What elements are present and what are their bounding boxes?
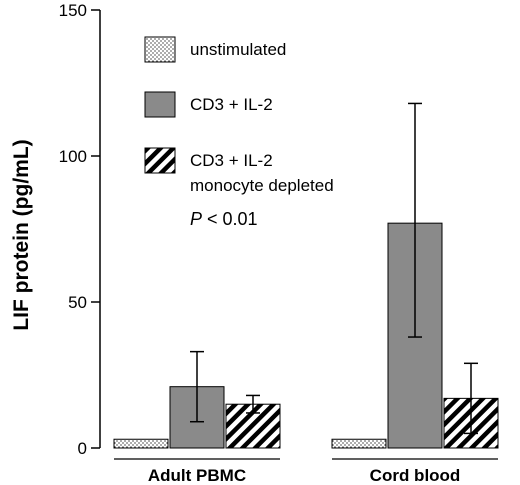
bar bbox=[331, 438, 387, 449]
y-tick-label: 150 bbox=[59, 1, 87, 20]
legend: unstimulated CD3 + IL-2 CD3 + IL-2 monocyte… bbox=[144, 36, 334, 195]
legend-swatch bbox=[144, 147, 176, 174]
category-label: Adult PBMC bbox=[148, 466, 246, 485]
legend-label: unstimulated bbox=[190, 40, 286, 59]
y-axis-label: LIF protein (pg/mL) bbox=[10, 139, 33, 330]
y-tick-label: 100 bbox=[59, 147, 87, 166]
legend-swatch bbox=[144, 91, 176, 118]
legend-label: monocyte depleted bbox=[190, 176, 334, 195]
legend-label: CD3 + IL-2 bbox=[190, 151, 273, 170]
bar bbox=[113, 438, 169, 449]
legend-label: CD3 + IL-2 bbox=[190, 95, 273, 114]
p-value-annotation: P < 0.01 bbox=[190, 209, 258, 229]
y-tick-label: 0 bbox=[78, 439, 87, 458]
bars bbox=[113, 102, 499, 449]
legend-swatch bbox=[144, 36, 176, 63]
p-value-text: < 0.01 bbox=[202, 209, 258, 229]
p-value-symbol: P bbox=[190, 209, 202, 229]
y-tick-label: 50 bbox=[68, 293, 87, 312]
y-axis: 0 50 100 150 bbox=[59, 1, 101, 458]
category-label: Cord blood bbox=[370, 466, 461, 485]
category-axis: Adult PBMC Cord blood bbox=[114, 458, 498, 485]
